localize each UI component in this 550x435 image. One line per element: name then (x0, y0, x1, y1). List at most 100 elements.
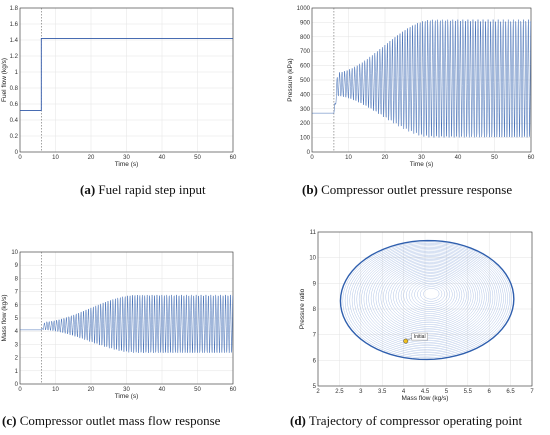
x-tick-label: 5.5 (464, 389, 473, 395)
trajectory-orbit (383, 264, 476, 329)
y-tick-label: 5 (313, 384, 317, 390)
caption-c-text: Compressor outlet mass flow response (16, 413, 221, 428)
x-tick-label: 50 (491, 155, 498, 161)
x-axis-label: Mass flow (kg/s) (402, 395, 449, 402)
trajectory-orbit (403, 276, 458, 314)
caption-b-letter: (b) (302, 182, 318, 197)
x-tick-label: 30 (123, 155, 130, 161)
y-tick-label: 8 (313, 307, 317, 313)
y-tick-label: 8 (15, 276, 19, 282)
initial-point-marker (403, 338, 409, 344)
y-tick-label: 6 (15, 303, 19, 309)
caption-c: (c) Compressor outlet mass flow response (2, 413, 220, 429)
x-tick-label: 4.5 (421, 389, 430, 395)
caption-d-text: Trajectory of compressor operating point (305, 413, 523, 428)
x-tick-label: 60 (230, 155, 237, 161)
x-tick-label: 20 (382, 155, 389, 161)
x-tick-label: 6 (488, 389, 492, 395)
trajectory-orbit (393, 270, 467, 322)
y-tick-label: 0 (15, 382, 19, 388)
y-tick-label: 10 (309, 256, 316, 262)
trajectory-orbit (388, 267, 472, 325)
y-tick-label: 300 (300, 107, 311, 113)
trajectory-orbit (385, 266, 474, 327)
chart-d: 2 2.5 3 3.5 4 4.5 5 5.5 6 6.5 7 5 6 7 8 9 10 11 Mass flow … (299, 230, 534, 402)
x-tick-label: 20 (88, 155, 95, 161)
initial-annotation-label: Initial (414, 334, 426, 340)
x-tick-label: 40 (159, 155, 166, 161)
x-tick-label: 2.5 (335, 389, 344, 395)
trajectory-orbit (344, 243, 510, 357)
caption-d-letter: (d) (290, 413, 306, 428)
x-tick-label: 40 (159, 387, 166, 393)
trajectory-orbit (411, 281, 450, 308)
chart-a: 0 10 20 30 40 50 60 0 0.2 0.4 0.6 0.8 1 1.2 1.4 1.6 1.8 T… (1, 6, 237, 168)
chart-b: 0 10 20 30 40 50 60010020030040050060070080090… (287, 6, 535, 168)
y-tick-label: 0.2 (10, 134, 19, 140)
x-tick-label: 20 (88, 387, 95, 393)
x-tick-label: 10 (52, 387, 59, 393)
y-tick-label: 7 (313, 333, 317, 339)
y-tick-label: 9 (15, 263, 19, 269)
y-tick-label: 600 (300, 64, 311, 70)
trajectory-orbit (368, 256, 489, 340)
x-tick-label: 50 (194, 155, 201, 161)
caption-d: (d) Trajectory of compressor operating p… (290, 413, 522, 429)
x-axis-label: Time (s) (115, 393, 139, 400)
y-tick-label: 0 (307, 150, 311, 156)
trajectory-orbit (408, 279, 453, 310)
y-tick-label: 1 (15, 70, 19, 76)
chart-c: 0 10 20 30 40 50 60 0 1 2 3 4 5 6 7 8 9 10 Time (s) Mass fl… (1, 250, 237, 400)
trajectory-orbit (395, 272, 465, 320)
caption-c-letter: (c) (2, 413, 17, 428)
x-tick-label: 60 (528, 155, 535, 161)
trajectory-orbit (349, 245, 506, 353)
y-tick-label: 200 (300, 121, 311, 127)
y-tick-label: 10 (11, 250, 18, 256)
trajectory-orbit (378, 261, 481, 333)
initial-annotation-box (411, 332, 428, 341)
axes-box-b (311, 7, 532, 153)
y-tick-label: 0.4 (10, 118, 19, 124)
y-tick-label: 7 (15, 290, 19, 296)
y-tick-label: 500 (300, 78, 311, 84)
caption-b-text: Compressor outlet pressure response (317, 182, 513, 197)
y-tick-label: 1.8 (10, 6, 19, 12)
trajectory-orbit (351, 246, 504, 352)
y-tick-label: 3 (15, 342, 19, 348)
trajectory-orbit (380, 263, 478, 331)
caption-b: (b) Compressor outlet pressure response (302, 182, 512, 198)
y-tick-label: 1.2 (10, 54, 19, 60)
x-tick-label: 4 (402, 389, 406, 395)
y-tick-label: 5 (15, 316, 19, 322)
y-tick-label: 1000 (297, 6, 311, 12)
x-tick-label: 2 (316, 389, 320, 395)
x-tick-label: 10 (345, 155, 352, 161)
x-tick-label: 60 (230, 387, 237, 393)
fuel-flow-line (20, 37, 233, 111)
y-tick-label: 4 (15, 329, 19, 335)
trajectory-orbit (363, 253, 494, 343)
trajectory-orbit (361, 252, 496, 345)
y-tick-label: 11 (310, 230, 317, 236)
axes-box-d (317, 231, 533, 387)
trajectory-orbit (390, 269, 469, 323)
trajectory-orbit (347, 244, 508, 355)
axes-box-a (19, 7, 234, 153)
y-tick-label: 900 (300, 20, 311, 26)
y-tick-label: 0.6 (10, 102, 19, 108)
x-tick-label: 5 (445, 389, 449, 395)
x-tick-label: 0 (18, 387, 22, 393)
trajectory-orbit (370, 257, 487, 338)
x-axis-label: Time (s) (115, 161, 139, 168)
x-axis-label: Time (s) (410, 161, 434, 168)
axes-box-c (19, 251, 234, 385)
trajectory-orbit (400, 275, 460, 316)
x-tick-label: 0 (18, 155, 22, 161)
y-tick-label: 700 (300, 49, 311, 55)
trajectory-orbit (342, 241, 512, 358)
trajectory-orbit (420, 286, 443, 302)
x-tick-label: 10 (52, 155, 59, 161)
trajectory-orbit (356, 249, 500, 348)
